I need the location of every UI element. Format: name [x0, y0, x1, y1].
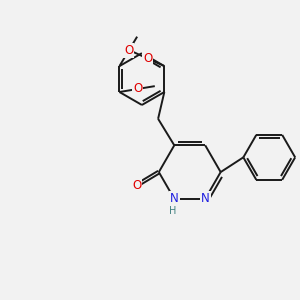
Text: O: O [124, 44, 133, 57]
Text: O: O [132, 179, 141, 192]
Text: O: O [143, 52, 152, 65]
Text: N: N [201, 192, 210, 206]
Text: O: O [133, 82, 142, 95]
Text: N: N [170, 192, 179, 206]
Text: H: H [169, 206, 176, 216]
